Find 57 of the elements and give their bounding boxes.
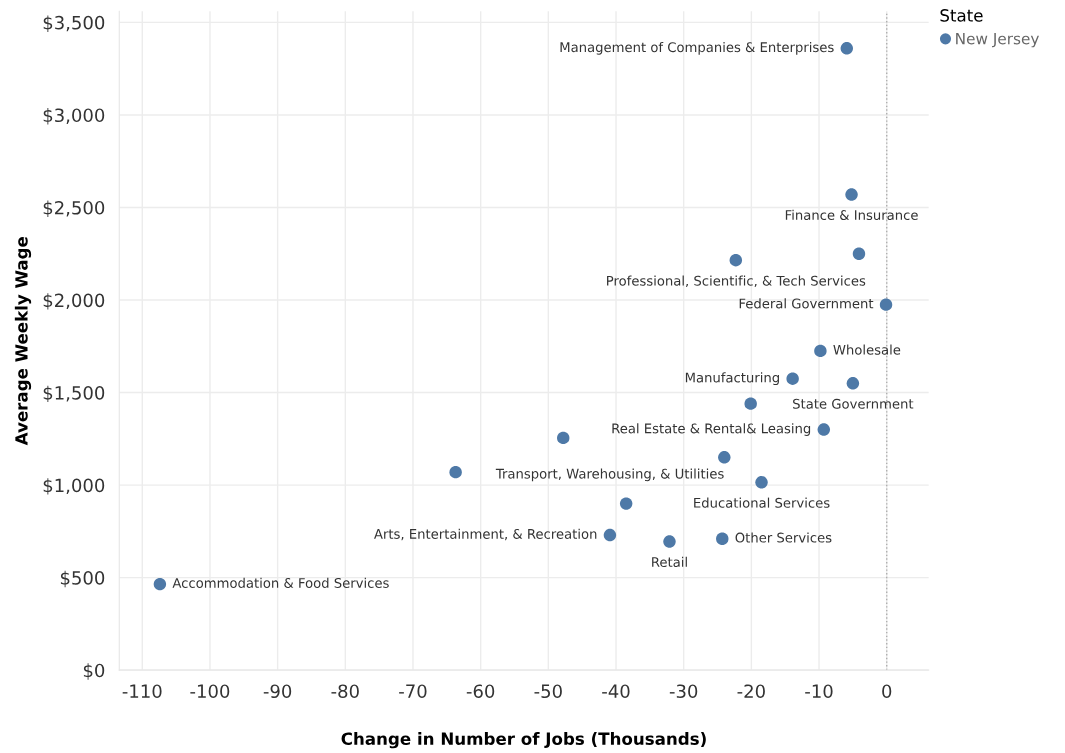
point — [852, 247, 866, 260]
annotation: Real Estate & Rental& Leasing — [612, 423, 811, 436]
annotation: Retail — [652, 556, 687, 568]
x-axis-title: Change in Number of Jobs (Thousands) — [341, 732, 706, 749]
annotation: Wholesale — [833, 344, 901, 355]
point — [619, 497, 633, 510]
annotation: Arts, Entertainment, & Recreation — [374, 528, 597, 541]
y-tick-label: $1,000 — [43, 478, 105, 495]
point — [663, 535, 676, 548]
y-tick-label: $2,000 — [43, 293, 105, 310]
point — [814, 344, 827, 358]
point — [840, 42, 853, 55]
x-tick-label: -30 — [669, 684, 698, 699]
x-tick-label: -20 — [737, 684, 765, 699]
point — [846, 377, 860, 390]
point — [879, 298, 893, 311]
annotation: Finance & Insurance — [785, 209, 918, 221]
y-tick-label: $3,000 — [43, 108, 105, 125]
point — [845, 188, 858, 201]
x-tick-label: -90 — [263, 684, 292, 699]
y-tick-label: $3,500 — [43, 15, 105, 32]
y-tick-label: $0 — [83, 663, 105, 680]
annotation: Transport, Warehousing, & Utilities — [495, 468, 724, 482]
x-tick-label: -40 — [602, 684, 630, 699]
y-axis-title: Average Weekly Wage — [14, 237, 32, 446]
point — [786, 372, 799, 385]
x-tick-label: -100 — [190, 684, 230, 699]
point — [729, 254, 743, 267]
point — [718, 451, 731, 464]
point — [153, 577, 167, 591]
annotation: Federal Government — [739, 298, 874, 309]
annotation: Professional, Scientific, & Tech Services — [607, 275, 866, 288]
point — [755, 476, 768, 489]
x-tick-label: -60 — [466, 684, 495, 699]
annotation: Other Services — [735, 532, 832, 543]
x-tick-label: -70 — [399, 684, 427, 699]
annotation: State Government — [793, 398, 914, 409]
legend-label: New Jersey — [956, 33, 1039, 48]
x-tick-label: -10 — [805, 684, 833, 699]
x-tick-label: 0 — [882, 684, 892, 699]
annotation: Manufacturing — [685, 372, 779, 386]
y-tick-label: $2,500 — [43, 200, 105, 217]
point — [603, 528, 617, 542]
annotation: Management of Companies & Enterprises — [560, 41, 834, 55]
annotation: Accommodation & Food Services — [172, 577, 389, 588]
x-tick-label: -110 — [122, 684, 162, 699]
y-tick-label: $1,500 — [43, 385, 105, 403]
point — [557, 431, 570, 445]
legend-title: State — [940, 9, 983, 22]
point — [716, 532, 729, 545]
x-tick-label: -50 — [534, 684, 562, 699]
point — [817, 423, 830, 436]
y-tick-label: $500 — [60, 570, 105, 588]
point — [449, 465, 462, 479]
annotation: Educational Services — [694, 497, 830, 508]
x-tick-label: -80 — [331, 684, 359, 699]
point — [744, 397, 757, 410]
